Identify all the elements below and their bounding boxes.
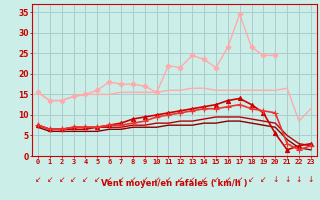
Text: ↙: ↙ [106, 175, 112, 184]
Text: ↙: ↙ [225, 175, 231, 184]
Text: ↙: ↙ [130, 175, 136, 184]
Text: ↙: ↙ [248, 175, 255, 184]
Text: ↙: ↙ [70, 175, 77, 184]
Text: ↙: ↙ [47, 175, 53, 184]
Text: ↙: ↙ [201, 175, 207, 184]
Text: ↓: ↓ [272, 175, 278, 184]
Text: ↓: ↓ [308, 175, 314, 184]
Text: ↓: ↓ [296, 175, 302, 184]
Text: ↙: ↙ [165, 175, 172, 184]
Text: ↙: ↙ [59, 175, 65, 184]
Text: ↙: ↙ [213, 175, 219, 184]
Text: ↙: ↙ [177, 175, 184, 184]
Text: ↙: ↙ [82, 175, 89, 184]
Text: ↙: ↙ [260, 175, 267, 184]
Text: ↙: ↙ [236, 175, 243, 184]
Text: ↙: ↙ [94, 175, 100, 184]
X-axis label: Vent moyen/en rafales ( km/h ): Vent moyen/en rafales ( km/h ) [101, 179, 248, 188]
Text: ↓: ↓ [284, 175, 290, 184]
Text: ↙: ↙ [35, 175, 41, 184]
Text: ↙: ↙ [153, 175, 160, 184]
Text: ↙: ↙ [141, 175, 148, 184]
Text: ↙: ↙ [189, 175, 196, 184]
Text: ↙: ↙ [118, 175, 124, 184]
